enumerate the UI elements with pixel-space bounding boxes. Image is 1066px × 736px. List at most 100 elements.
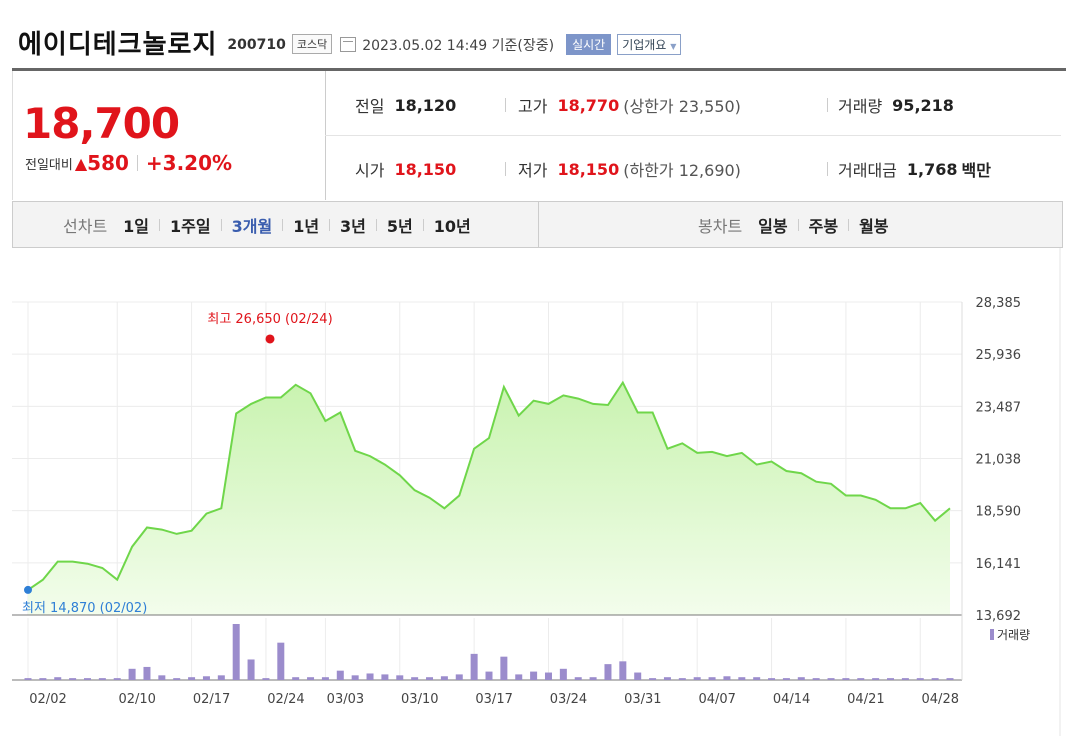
volume-bar	[663, 677, 671, 680]
tab-3month[interactable]: 3개월	[231, 216, 273, 236]
tab-separator	[375, 218, 377, 231]
tab-1year[interactable]: 1년	[293, 216, 320, 236]
company-overview-label: 기업개요	[622, 37, 667, 52]
volume-bar	[39, 678, 47, 680]
tab-10year[interactable]: 10년	[433, 216, 471, 236]
y-tick-label: 28,385	[976, 296, 1022, 311]
volume-bar	[143, 666, 151, 680]
stat-value: 18,120	[394, 95, 457, 115]
volume-bar	[426, 677, 434, 680]
tab-separator	[329, 218, 331, 231]
volume-bar	[470, 653, 478, 680]
stat-separator	[505, 98, 506, 112]
low-annotation: 최저 14,870 (02/02)	[22, 601, 147, 616]
x-tick-label: 03/10	[401, 692, 438, 707]
tab-monthly[interactable]: 월봉	[859, 216, 889, 236]
x-tick-label: 03/03	[327, 692, 364, 707]
stat-low: 저가 18,150 (하한가 12,690)	[518, 157, 741, 181]
y-tick-label: 16,141	[976, 557, 1022, 572]
volume-bar	[768, 678, 776, 680]
volume-bar	[336, 670, 344, 680]
volume-bar	[782, 678, 790, 680]
y-tick-label: 13,692	[976, 609, 1022, 624]
stat-separator	[505, 162, 506, 176]
volume-bar	[292, 677, 300, 680]
tab-1week[interactable]: 1주일	[170, 216, 211, 236]
volume-legend: 거래량	[997, 628, 1030, 642]
chart-tabbar: 선차트 1일 1주일 3개월 1년 3년 5년 10년 봉차트 일봉 주봉 월봉	[12, 201, 1063, 248]
company-overview-dropdown[interactable]: 기업개요 ▼	[617, 33, 682, 55]
volume-bar	[173, 678, 181, 680]
volume-bar	[872, 678, 880, 680]
x-tick-label: 04/07	[698, 692, 735, 707]
y-tick-label: 23,487	[976, 400, 1022, 415]
volume-bar	[351, 675, 359, 680]
volume-bar	[544, 672, 552, 680]
calendar-icon	[340, 37, 357, 52]
volume-bar	[455, 674, 463, 680]
stat-sub: (하한가 12,690)	[623, 161, 741, 180]
up-triangle-icon: ▲	[74, 153, 88, 173]
volume-bar	[649, 678, 657, 680]
stat-value: 18,770	[557, 95, 620, 115]
candle-chart-label: 봉차트	[698, 216, 743, 236]
tab-3year[interactable]: 3년	[340, 216, 366, 236]
tab-daily[interactable]: 일봉	[758, 216, 788, 236]
price-area	[28, 382, 950, 615]
tab-5year[interactable]: 5년	[386, 216, 413, 236]
volume-bar	[188, 677, 196, 680]
datetime-text: 2023.05.02 14:49 기준(장중)	[362, 37, 555, 54]
tab-1day[interactable]: 1일	[123, 216, 150, 236]
volume-bar	[69, 678, 77, 680]
price-change: 580	[87, 151, 129, 175]
stat-high: 고가 18,770 (상한가 23,550)	[518, 93, 741, 117]
volume-bar	[277, 642, 285, 680]
candle-chart-tabs: 봉차트 일봉 주봉 월봉	[698, 202, 889, 247]
volume-bar	[515, 674, 523, 680]
stat-value: 18,150	[394, 159, 457, 179]
volume-bar	[54, 677, 62, 680]
high-marker	[265, 334, 275, 344]
stat-volume: 거래량 95,218	[838, 93, 954, 117]
volume-bar	[202, 676, 210, 680]
stat-separator	[827, 98, 828, 112]
stat-label: 고가	[518, 97, 548, 116]
price-change-row: 전일대비 ▲ 580 +3.20%	[25, 151, 232, 175]
header-divider	[12, 68, 1066, 71]
high-annotation: 최고 26,650 (02/24)	[207, 312, 332, 327]
tab-weekly[interactable]: 주봉	[808, 216, 839, 236]
volume-bar	[247, 659, 255, 680]
stat-sub: (상한가 23,550)	[623, 97, 741, 116]
x-tick-label: 02/24	[267, 692, 304, 707]
volume-bar	[619, 661, 627, 680]
volume-bar	[307, 677, 315, 680]
volume-bar	[440, 676, 448, 680]
volume-bar	[113, 678, 121, 680]
volume-bar	[946, 678, 954, 680]
volume-bar	[411, 677, 419, 680]
volume-bar	[678, 678, 686, 680]
stat-amount: 거래대금 1,768 백만	[838, 157, 991, 181]
volume-bar	[738, 677, 746, 680]
volume-bar	[589, 677, 597, 680]
x-tick-label: 04/28	[922, 692, 959, 707]
stat-value: 95,218	[892, 95, 954, 115]
volume-bar	[723, 676, 731, 680]
y-tick-label: 18,590	[976, 505, 1022, 520]
tab-separator	[797, 218, 799, 231]
x-tick-label: 03/17	[475, 692, 512, 707]
volume-bar	[827, 678, 835, 680]
price-stats: 전일 18,120 고가 18,770 (상한가 23,550) 거래량 95,…	[325, 71, 1061, 200]
volume-bar	[753, 677, 761, 680]
x-tick-label: 04/14	[773, 692, 810, 707]
y-tick-label: 25,936	[976, 348, 1022, 363]
volume-bar	[812, 678, 820, 680]
stat-value: 1,768	[906, 159, 958, 179]
volume-bar	[931, 678, 939, 680]
volume-legend-swatch	[990, 629, 994, 640]
volume-bar	[500, 656, 508, 680]
volume-bar	[485, 671, 493, 680]
volume-bar	[559, 668, 567, 680]
current-price: 18,700	[23, 99, 180, 148]
realtime-button[interactable]: 실시간	[566, 33, 612, 55]
